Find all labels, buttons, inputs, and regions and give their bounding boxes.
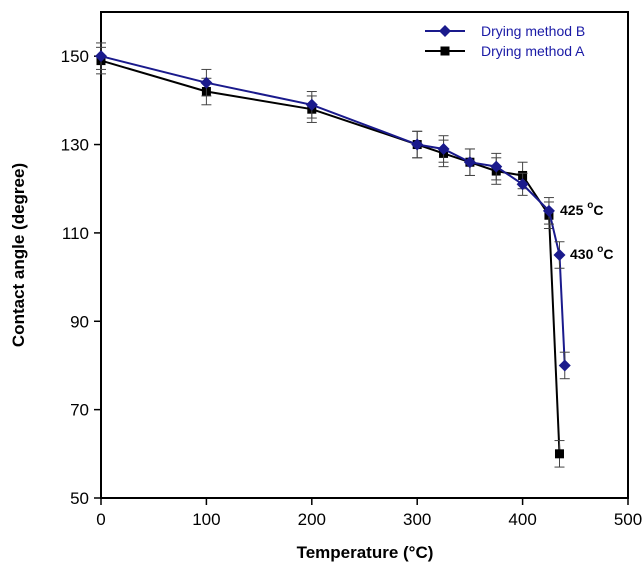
x-tick-label: 500 <box>614 510 642 529</box>
y-tick-label: 130 <box>61 136 89 155</box>
x-tick-label: 400 <box>508 510 536 529</box>
legend-label: Drying method A <box>481 43 585 59</box>
x-tick-label: 300 <box>403 510 431 529</box>
data-point <box>200 76 213 89</box>
temperature-annotation: 425 oC <box>560 200 603 218</box>
y-tick-label: 70 <box>70 401 89 420</box>
data-point <box>516 178 529 191</box>
data-point <box>305 98 318 111</box>
legend-label: Drying method B <box>481 23 585 39</box>
y-axis: 50 70 90 110 130 150 <box>61 47 101 508</box>
x-axis: 0 100 200 300 400 500 <box>96 498 642 529</box>
y-axis-title: Contact angle (degree) <box>9 163 28 347</box>
series-drying-method-a <box>96 46 565 468</box>
data-point <box>558 359 571 372</box>
annotations: 425 oC 430 oC <box>560 200 613 262</box>
plot-frame <box>100 11 629 499</box>
series-drying-method-b <box>95 42 571 380</box>
legend: Drying method B Drying method A <box>425 23 585 59</box>
x-tick-label: 100 <box>192 510 220 529</box>
y-tick-label: 90 <box>70 312 89 331</box>
y-tick-label: 50 <box>70 489 89 508</box>
legend-marker <box>439 25 451 37</box>
x-axis-title: Temperature (°C) <box>297 543 434 562</box>
x-tick-label: 200 <box>298 510 326 529</box>
y-tick-label: 110 <box>62 224 89 243</box>
plot-area <box>100 11 629 499</box>
y-tick-label: 150 <box>61 47 89 66</box>
series-line <box>100 59 561 454</box>
x-tick-label: 0 <box>96 510 105 529</box>
data-point <box>95 50 107 63</box>
data-point <box>554 449 564 459</box>
legend-marker <box>440 46 450 56</box>
data-point <box>542 204 555 217</box>
data-point <box>437 142 450 155</box>
data-point <box>411 138 424 151</box>
series-layer <box>95 42 571 468</box>
data-point <box>490 160 503 173</box>
data-point <box>463 156 476 169</box>
series-line <box>100 55 566 366</box>
temperature-annotation: 430 oC <box>570 244 613 262</box>
data-point <box>553 249 566 261</box>
